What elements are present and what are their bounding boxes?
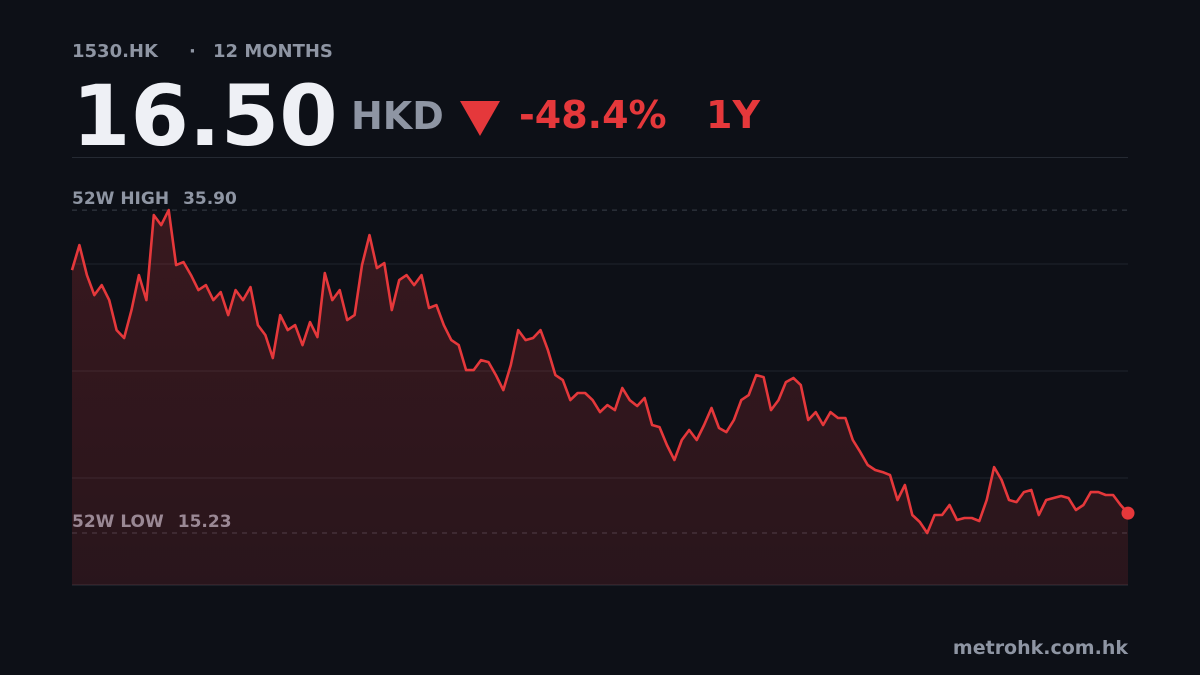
source: metrohk.com.hk — [953, 637, 1128, 659]
area — [72, 210, 1128, 585]
separator: · — [189, 41, 196, 62]
reference-value: 35.90 — [183, 189, 237, 209]
ticker: 1530.HK — [72, 41, 159, 62]
change: -48.4% — [519, 93, 667, 137]
price: 16.50 — [72, 67, 338, 165]
range: 1Y — [706, 93, 760, 137]
period: 12 MONTHS — [213, 41, 333, 62]
last-point — [1121, 506, 1135, 520]
price-line — [70, 208, 1129, 535]
down-arrow — [460, 101, 500, 136]
reference-label: 52W HIGH — [72, 189, 169, 209]
currency: HKD — [351, 94, 444, 138]
